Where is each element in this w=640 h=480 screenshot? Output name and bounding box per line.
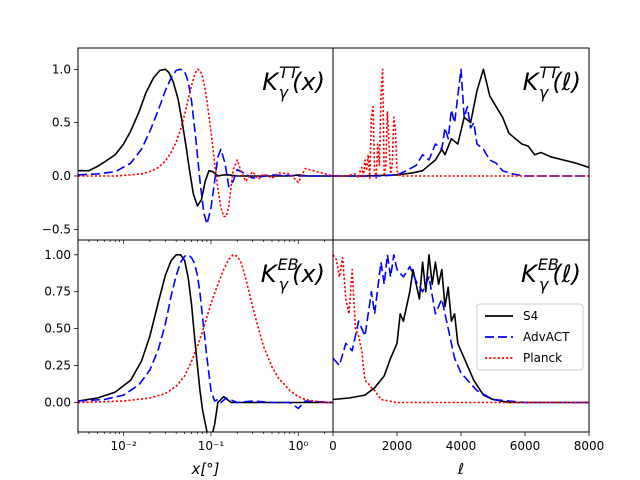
series-group bbox=[333, 68, 589, 179]
title-part: TT bbox=[279, 63, 300, 82]
series-group bbox=[333, 254, 589, 404]
title-part: K bbox=[521, 260, 539, 288]
series-group bbox=[78, 254, 333, 432]
title-part: EB bbox=[538, 255, 559, 274]
panel-title: KEB γ (x) bbox=[261, 255, 325, 294]
legend-box bbox=[476, 303, 584, 371]
y-tick-label: 1.0 bbox=[52, 62, 71, 76]
x-axis-label: x[°] bbox=[190, 460, 219, 478]
title-part: γ bbox=[279, 275, 290, 294]
title-part: γ bbox=[539, 275, 550, 294]
y-tick-label: 1.00 bbox=[44, 248, 71, 262]
series-line-advact bbox=[333, 68, 589, 177]
series-line-s4 bbox=[78, 68, 333, 207]
series-line-s4 bbox=[78, 254, 333, 432]
series-line-s4 bbox=[333, 68, 589, 177]
title-part: (x) bbox=[292, 260, 325, 288]
x-tick-label: 10⁰ bbox=[288, 439, 308, 453]
x-tick-label: 8000 bbox=[574, 439, 605, 453]
legend-label-s4: S4 bbox=[523, 309, 538, 323]
x-tick-label: 10⁻² bbox=[110, 439, 137, 453]
title-part: K bbox=[523, 68, 541, 96]
y-tick-label: 0.25 bbox=[44, 359, 71, 373]
y-tick-label: 0.50 bbox=[44, 322, 71, 336]
panel-title: KTT γ (ℓ) bbox=[523, 63, 581, 102]
panel-eb_x: 0.00 0.25 0.50 0.75 1.00 10⁻² 10⁻¹ 10⁰ KEB γ (x) x[… bbox=[44, 239, 334, 478]
title-part: TT bbox=[539, 63, 560, 82]
series-line-planck bbox=[333, 254, 589, 404]
x-tick-label: 6000 bbox=[510, 439, 541, 453]
title-part: (ℓ) bbox=[552, 260, 581, 288]
series-group bbox=[78, 68, 333, 225]
title-part: K bbox=[261, 260, 279, 288]
panel-title: KEB γ (ℓ) bbox=[521, 255, 581, 294]
y-tick-label: 0.0 bbox=[52, 169, 71, 183]
x-axis-label: ℓ bbox=[457, 460, 464, 478]
panel-frame bbox=[332, 239, 590, 433]
series-line-s4 bbox=[333, 254, 589, 404]
panel-eb_l: 0 2000 4000 6000 8000 KEB γ (ℓ) ℓ bbox=[329, 239, 605, 478]
series-line-planck bbox=[333, 68, 589, 179]
y-tick-label: −0.5 bbox=[42, 222, 71, 236]
series-line-advact bbox=[78, 254, 333, 410]
panel-tt_l: KTT γ (ℓ) bbox=[332, 47, 590, 241]
series-line-advact bbox=[78, 68, 333, 225]
title-part: γ bbox=[539, 83, 550, 102]
x-tick-label: 0 bbox=[329, 439, 337, 453]
series-line-planck bbox=[78, 254, 333, 404]
x-tick-label: 10⁻¹ bbox=[198, 439, 225, 453]
legend-label-advact: AdvACT bbox=[523, 330, 570, 344]
panel-title: KTT γ (x) bbox=[262, 63, 325, 102]
panel-tt_x: −0.5 0.0 0.5 1.0 KTT γ (x) bbox=[42, 47, 334, 244]
title-part: γ bbox=[279, 83, 290, 102]
title-part: (ℓ) bbox=[552, 68, 581, 96]
legend: S4 AdvACT Planck bbox=[476, 303, 584, 371]
y-tick-label: 0.00 bbox=[44, 395, 71, 409]
series-line-planck bbox=[78, 68, 333, 218]
series-line-advact bbox=[333, 254, 589, 404]
title-part: K bbox=[262, 68, 280, 96]
y-tick-label: 0.5 bbox=[52, 116, 71, 130]
x-tick-label: 2000 bbox=[382, 439, 413, 453]
x-tick-label: 4000 bbox=[446, 439, 477, 453]
title-part: EB bbox=[278, 255, 299, 274]
legend-label-planck: Planck bbox=[523, 351, 562, 365]
title-part: (x) bbox=[292, 68, 325, 96]
y-tick-label: 0.75 bbox=[44, 285, 71, 299]
